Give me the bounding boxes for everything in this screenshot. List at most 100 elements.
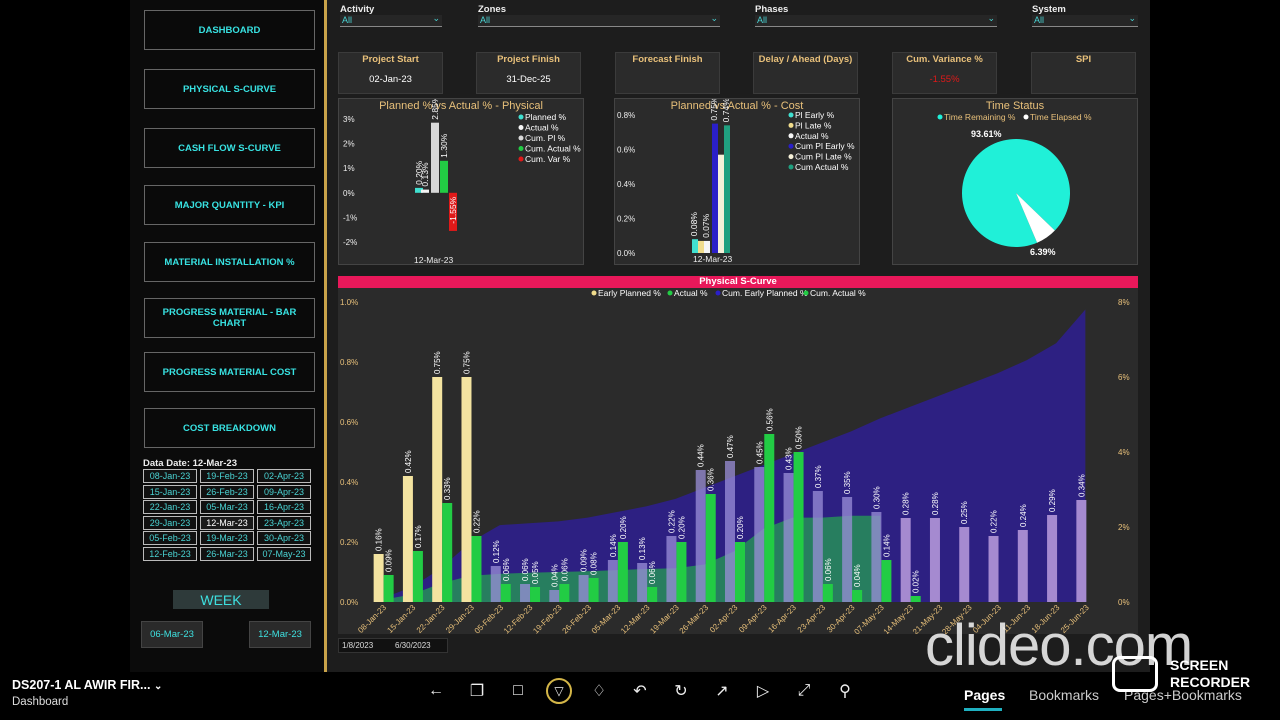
date-option[interactable]: 05-Feb-23 (143, 531, 197, 546)
tab-bookmarks[interactable]: Bookmarks (1029, 687, 1100, 703)
range-start[interactable]: 1/8/2023 (342, 641, 374, 650)
screen-recorder-watermark: SCREEN RECORDER (1170, 657, 1250, 691)
y-tick-label-right: 2% (1118, 523, 1130, 532)
collapse-icon[interactable]: ⤢ (797, 682, 811, 699)
data-label: 0.42% (404, 450, 413, 473)
date-option[interactable]: 08-Jan-23 (143, 469, 197, 483)
early-planned-bar (578, 575, 589, 602)
data-label: 0.75% (709, 99, 719, 121)
data-label: 0.22% (667, 510, 676, 533)
date-option[interactable]: 29-Jan-23 (143, 515, 197, 530)
week-to-button[interactable]: 12-Mar-23 (249, 621, 311, 648)
bookmark-icon[interactable]: □ (513, 682, 523, 699)
nav-button-progress-material-bar-chart[interactable]: PROGRESS MATERIAL - BAR CHART (144, 298, 315, 338)
actual-bar (471, 536, 482, 602)
date-option[interactable]: 12-Feb-23 (143, 547, 197, 561)
legend-entry: Cum. Actual % (810, 288, 866, 298)
data-label: 0.44% (697, 444, 706, 467)
nav-button-dashboard[interactable]: DASHBOARD (144, 10, 315, 50)
y-tick-label: 3% (343, 115, 355, 124)
s-curve-chart: Early Planned % Actual % Cum. Early Planne… (340, 288, 1130, 634)
date-option[interactable]: 09-Apr-23 (257, 484, 311, 499)
kpi-card-spi: SPI (1031, 52, 1136, 94)
actual-bar (910, 596, 921, 602)
copy-icon[interactable]: ❐ (469, 683, 485, 700)
eraser-icon[interactable]: ♢ (591, 683, 607, 700)
chevron-down-icon[interactable]: ⌄ (987, 13, 995, 23)
filter-dropdown-activity[interactable]: All ⌄ (340, 13, 442, 27)
data-label: 0.09% (385, 549, 394, 572)
date-option[interactable]: 05-Mar-23 (200, 500, 254, 515)
chevron-down-icon[interactable]: ⌄ (710, 13, 718, 23)
x-tick-label: 02-Apr-23 (708, 603, 740, 634)
nav-button-physical-s-curve[interactable]: PHYSICAL S-CURVE (144, 69, 315, 109)
filter-dropdown-zones[interactable]: All ⌄ (478, 13, 720, 27)
filter-icon[interactable]: ▽ (546, 678, 572, 704)
date-option[interactable]: 19-Mar-23 (200, 531, 254, 546)
date-option[interactable]: 16-Apr-23 (257, 500, 311, 515)
kpi-label: Project Finish (497, 54, 560, 65)
date-option[interactable]: 30-Apr-23 (257, 531, 311, 546)
cost-panel-title: Planned vs Actual % - Cost (670, 100, 804, 112)
legend-marker (1023, 114, 1029, 120)
early-planned-bar (549, 590, 560, 602)
legend-entry: Time Remaining % (944, 112, 1016, 122)
undo-icon[interactable]: ↶ (633, 683, 647, 700)
chevron-down-icon[interactable]: ⌄ (1128, 13, 1136, 23)
data-label: 0.45% (755, 441, 764, 464)
filter-dropdown-system[interactable]: All ⌄ (1032, 13, 1138, 27)
report-page-name: Dashboard (12, 696, 69, 708)
legend-entry: Early Planned % (598, 288, 661, 298)
back-icon[interactable]: ← (428, 682, 444, 699)
kpi-label: SPI (1075, 54, 1092, 65)
legend-marker (803, 290, 809, 296)
legend-marker (591, 290, 597, 296)
x-tick-label: 26-Mar-23 (678, 603, 711, 634)
filter-label-system: System (1032, 4, 1066, 15)
early-planned-bar (900, 518, 911, 602)
search-icon[interactable]: ⚲ (839, 683, 851, 700)
refresh-icon[interactable]: ↻ (674, 683, 688, 700)
bar-cum-pl-early- (712, 123, 718, 253)
range-end[interactable]: 6/30/2023 (395, 641, 431, 650)
data-label: 0.08% (590, 552, 599, 575)
data-label: -1.55% (448, 196, 458, 223)
nav-button-progress-material-cost[interactable]: PROGRESS MATERIAL COST (144, 352, 315, 392)
actual-bar (383, 575, 394, 602)
share-icon[interactable]: ↗ (715, 683, 729, 700)
date-range-slicer[interactable]: 1/8/2023 6/30/2023 (338, 638, 448, 653)
date-option[interactable]: 22-Jan-23 (143, 500, 197, 515)
date-option[interactable]: 02-Apr-23 (257, 469, 311, 483)
nav-button-major-quantity-kpi[interactable]: MAJOR QUANTITY - KPI (144, 185, 315, 225)
data-label: 0.08% (689, 212, 699, 237)
tab-pages[interactable]: Pages (964, 687, 1006, 703)
actual-bar (852, 590, 863, 602)
kpi-card-project-finish: Project Finish 31-Dec-25 (476, 52, 581, 94)
nav-button-material-installation[interactable]: MATERIAL INSTALLATION % (144, 242, 315, 282)
date-option[interactable]: 07-May-23 (257, 547, 311, 561)
filter-dropdown-phases[interactable]: All ⌄ (755, 13, 997, 27)
early-planned-bar (1047, 515, 1058, 602)
week-from-button[interactable]: 06-Mar-23 (141, 621, 203, 648)
kpi-card-forecast-finish: Forecast Finish (615, 52, 720, 94)
nav-button-cash-flow-s-curve[interactable]: CASH FLOW S-CURVE (144, 128, 315, 168)
data-label: 0.34% (1077, 474, 1086, 497)
data-label: 0.28% (931, 492, 940, 515)
bar-cum-actual- (724, 125, 730, 253)
date-option[interactable]: 26-Feb-23 (200, 484, 254, 499)
nav-button-cost-breakdown[interactable]: COST BREAKDOWN (144, 408, 315, 448)
date-option[interactable]: 26-Mar-23 (200, 547, 254, 561)
report-title[interactable]: DS207-1 AL AWIR FIR... ⌄ (12, 678, 162, 692)
play-icon[interactable]: ▷ (756, 683, 770, 700)
date-option[interactable]: 23-Apr-23 (257, 515, 311, 530)
date-option[interactable]: 15-Jan-23 (143, 484, 197, 499)
chevron-down-icon[interactable]: ⌄ (153, 681, 163, 692)
data-label: 0.13% (638, 537, 647, 560)
filter-label-activity: Activity (340, 4, 375, 15)
date-option[interactable]: 19-Feb-23 (200, 469, 254, 483)
chevron-down-icon[interactable]: ⌄ (432, 13, 440, 23)
x-tick-label: 09-Apr-23 (737, 603, 769, 634)
clideo-watermark: clideo.com (925, 613, 1193, 678)
kpi-label: Forecast Finish (632, 54, 703, 65)
date-option[interactable]: 12-Mar-23 (200, 515, 254, 530)
